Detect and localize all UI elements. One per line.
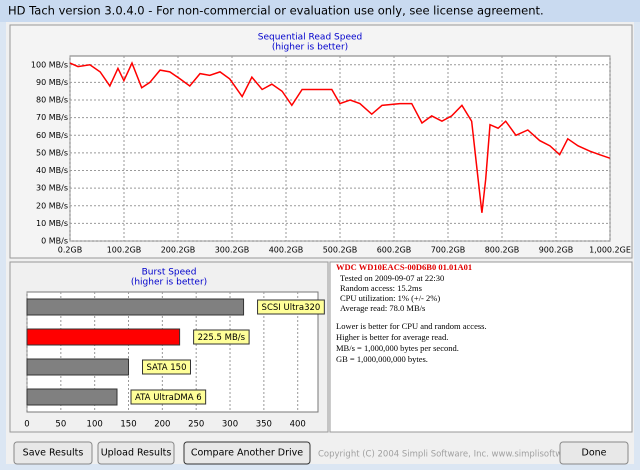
y-tick-label: 90 MB/s (36, 78, 68, 87)
drive-name: WDC WD10EACS-00D6B0 01.01A01 (336, 262, 472, 272)
x-tick-label: 100.2GB (107, 246, 142, 255)
button[interactable] (13, 441, 93, 465)
burst-title: Burst Speed (142, 268, 197, 278)
x-tick-label: 250 (188, 420, 204, 430)
info-note: Higher is better for average read. (336, 332, 448, 342)
x-tick-label: 300 (222, 420, 238, 430)
x-tick-label: 200 (154, 420, 170, 430)
y-tick-label: 30 MB/s (36, 184, 68, 193)
burst-bar (26, 358, 130, 376)
x-tick-label: 400 (290, 420, 306, 430)
y-tick-label: 80 MB/s (36, 96, 68, 105)
x-tick-label: 700.2GB (431, 246, 466, 255)
label-box (257, 299, 325, 315)
info-line: Average read: 78.0 MB/s (340, 303, 425, 313)
read-title: Sequential Read Speed (258, 33, 363, 43)
bar-label: ATA UltraDMA 6 (135, 393, 202, 403)
burst-subtitle: (higher is better) (131, 278, 207, 288)
burst-bar (26, 298, 245, 316)
info-panel (329, 261, 633, 433)
x-tick-label: 900.2GB (539, 246, 574, 255)
button[interactable] (183, 441, 311, 465)
label-box (142, 359, 191, 375)
button-label[interactable]: Done (582, 448, 607, 459)
x-tick-label: 400.2GB (269, 246, 304, 255)
read-line (69, 61, 611, 213)
x-tick-label: 300.2GB (215, 246, 250, 255)
label-box (193, 329, 250, 345)
button-label[interactable]: Upload Results (101, 448, 172, 459)
x-tick-label: 800.2GB (485, 246, 520, 255)
y-tick-label: 10 MB/s (36, 219, 68, 228)
y-tick-label: 70 MB/s (36, 113, 68, 122)
button-label[interactable]: Compare Another Drive (191, 448, 303, 459)
info-note: MB/s = 1,000,000 bytes per second. (336, 343, 459, 353)
x-tick-label: 50 (55, 420, 66, 430)
burst-bar (26, 328, 181, 346)
y-tick-label: 0 MB/s (41, 237, 68, 246)
info-note: GB = 1,000,000,000 bytes. (336, 354, 428, 364)
button-label[interactable]: Save Results (23, 448, 84, 459)
info-line: Tested on 2009-09-07 at 22:30 (340, 273, 444, 283)
y-tick-label: 50 MB/s (36, 148, 68, 157)
y-tick-label: 20 MB/s (36, 201, 68, 210)
value-label: 225.5 MB/s (198, 333, 246, 343)
info-line: CPU utilization: 1% (+/- 2%) (340, 293, 440, 303)
button[interactable] (97, 441, 175, 465)
y-tick-label: 40 MB/s (36, 166, 68, 175)
bar-label: SCSI Ultra320 (262, 303, 321, 313)
burst-bar (26, 388, 118, 406)
x-tick-label: 100 (87, 420, 103, 430)
y-tick-label: 100 MB/s (31, 60, 68, 69)
read-subtitle: (higher is better) (272, 43, 348, 53)
x-tick-label: 1,000.2GE (589, 246, 631, 255)
x-tick-label: 600.2GB (377, 246, 412, 255)
x-tick-label: 150 (120, 420, 136, 430)
x-tick-label: 200.2GB (161, 246, 196, 255)
label-box (130, 389, 207, 405)
info-line: Random access: 15.2ms (340, 283, 422, 293)
title-bar (0, 0, 640, 22)
copyright: Copyright (C) 2004 Simpli Software, Inc.… (318, 450, 597, 460)
x-tick-label: 500.2GB (323, 246, 358, 255)
x-tick-label: 0.2GB (58, 246, 82, 255)
window-title: HD Tach version 3.0.4.0 - For non-commer… (8, 4, 544, 18)
button[interactable] (559, 441, 629, 465)
info-note: Lower is better for CPU and random acces… (336, 321, 487, 331)
x-tick-label: 0 (24, 420, 29, 430)
y-tick-label: 60 MB/s (36, 131, 68, 140)
x-tick-label: 350 (256, 420, 272, 430)
bar-label: SATA 150 (147, 363, 187, 373)
